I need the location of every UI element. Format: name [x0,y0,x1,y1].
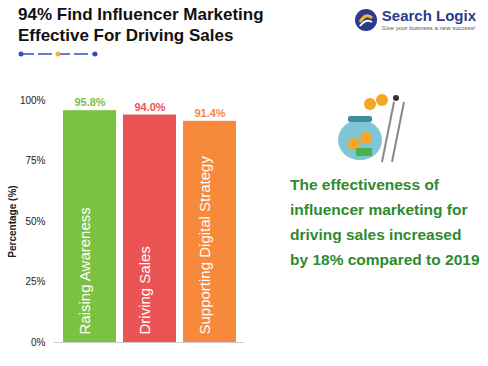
svg-text:0%: 0% [31,337,46,348]
svg-text:Percentage (%): Percentage (%) [7,185,18,257]
svg-text:Supporting Digital Strategy: Supporting Digital Strategy [196,156,213,335]
svg-text:95.8%: 95.8% [74,96,105,108]
svg-text:50%: 50% [25,216,45,227]
svg-text:94.0%: 94.0% [134,101,165,113]
svg-text:100%: 100% [20,95,46,106]
svg-text:Raising Awareness: Raising Awareness [76,207,93,334]
svg-text:75%: 75% [25,155,45,166]
svg-text:91.4%: 91.4% [194,107,225,119]
html-text:Search Logix: Search Logix [381,7,476,24]
html-text:The effectiveness of influence: The effectiveness of influencer marketin… [290,176,480,268]
svg-text:25%: 25% [25,276,45,287]
html-text:Give your business a new succe: Give your business a new success! [381,25,476,31]
svg-text:Driving Sales: Driving Sales [136,246,153,334]
html-text:94% Find Influencer Marketing: 94% Find Influencer Marketing Effective … [18,5,264,45]
